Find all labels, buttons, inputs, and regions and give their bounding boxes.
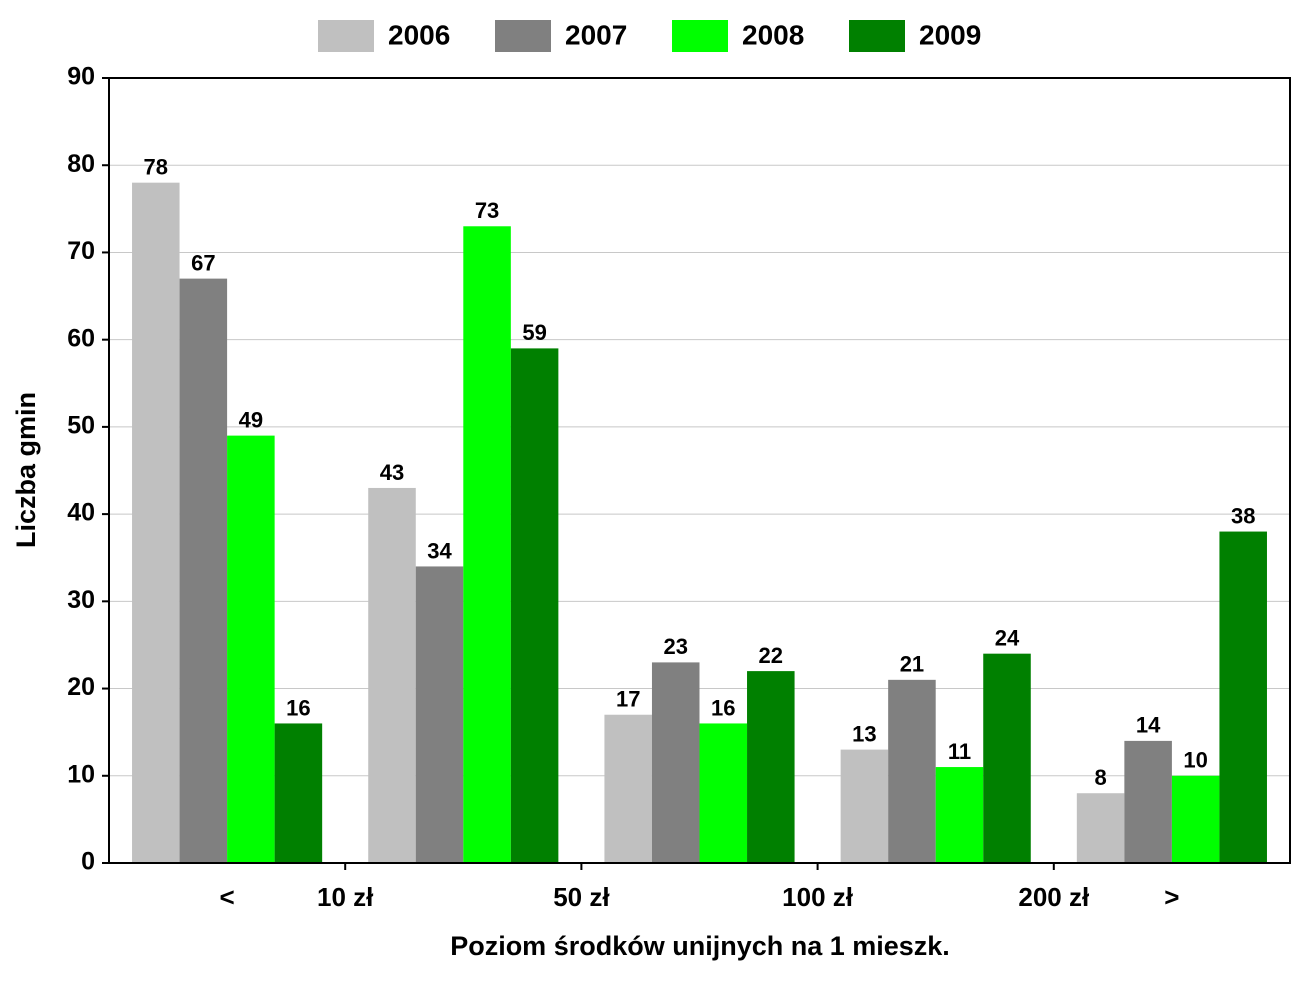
y-tick-label: 30 <box>67 586 95 614</box>
bar <box>368 487 416 863</box>
bar <box>747 671 795 863</box>
bar <box>604 714 652 863</box>
y-tick-label: 40 <box>67 499 95 527</box>
x-axis-title: Poziom środków unijnych na 1 mieszk. <box>450 931 950 961</box>
value-label: 23 <box>663 634 687 659</box>
value-label: 8 <box>1094 765 1106 790</box>
legend-swatch <box>495 20 551 52</box>
plot-frame <box>108 77 1291 864</box>
y-tick-label: 20 <box>67 673 95 701</box>
value-label: 17 <box>616 687 640 712</box>
value-label: 78 <box>144 154 168 179</box>
legend-swatch <box>318 20 374 52</box>
bar <box>1124 740 1172 863</box>
bar <box>651 662 700 863</box>
legend-label: 2006 <box>388 19 450 50</box>
value-label: 49 <box>239 407 263 432</box>
bar <box>415 566 464 863</box>
y-tick-label: 90 <box>67 63 95 91</box>
y-tick-label: 80 <box>67 150 95 178</box>
value-label: 16 <box>286 695 310 720</box>
bar <box>510 348 559 863</box>
legend-label: 2007 <box>565 19 627 50</box>
x-tick-label: < <box>220 882 235 912</box>
bar <box>1076 793 1125 863</box>
bar <box>1219 531 1267 863</box>
value-label: 21 <box>900 652 924 677</box>
value-label: 14 <box>1136 713 1161 738</box>
y-tick-label: 50 <box>67 411 95 439</box>
value-label: 67 <box>191 250 215 275</box>
x-tick-label: 10 zł <box>317 882 374 912</box>
bar <box>463 226 511 863</box>
y-tick-label: 70 <box>67 237 95 265</box>
value-label: 34 <box>427 538 452 563</box>
x-tick-label: 50 zł <box>553 882 610 912</box>
y-tick-label: 10 <box>67 760 95 788</box>
value-label: 73 <box>475 198 499 223</box>
value-label: 13 <box>852 721 876 746</box>
y-tick-label: 60 <box>67 324 95 352</box>
value-label: 11 <box>948 739 971 764</box>
value-label: 43 <box>380 460 404 485</box>
value-label: 22 <box>759 643 783 668</box>
bar <box>1171 775 1220 863</box>
bar <box>840 749 889 863</box>
legend-swatch <box>672 20 728 52</box>
bar <box>888 679 936 863</box>
legend-label: 2008 <box>742 19 804 50</box>
x-tick-label: 200 zł <box>1018 882 1090 912</box>
bar <box>699 723 748 863</box>
value-label: 38 <box>1231 503 1255 528</box>
bar <box>132 182 180 863</box>
value-label: 16 <box>711 695 735 720</box>
legend-label: 2009 <box>919 19 981 50</box>
x-tick-label: 100 zł <box>782 882 854 912</box>
bar <box>274 723 323 863</box>
value-label: 24 <box>995 625 1020 650</box>
y-tick-label: 0 <box>81 848 95 876</box>
y-axis-title: Liczba gmin <box>11 392 41 548</box>
value-label: 59 <box>522 320 546 345</box>
bar <box>935 767 984 863</box>
bar <box>983 653 1031 863</box>
bar <box>227 435 275 863</box>
value-label: 10 <box>1183 748 1207 773</box>
x-tick-label: > <box>1164 882 1179 912</box>
legend-swatch <box>849 20 905 52</box>
bar <box>179 278 228 864</box>
